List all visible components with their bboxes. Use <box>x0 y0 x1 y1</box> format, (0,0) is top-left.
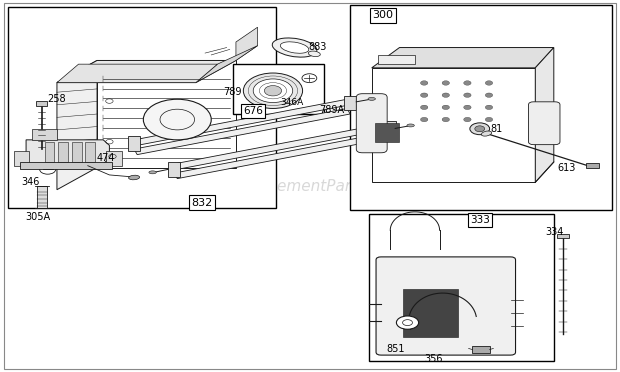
Text: 300: 300 <box>373 10 393 20</box>
Text: 258: 258 <box>48 94 66 104</box>
Polygon shape <box>196 46 257 83</box>
Ellipse shape <box>368 97 376 100</box>
Circle shape <box>420 105 428 110</box>
Polygon shape <box>236 27 257 61</box>
Circle shape <box>485 105 493 110</box>
Bar <box>106 151 122 166</box>
Bar <box>7 7 276 208</box>
Text: 789: 789 <box>224 87 242 97</box>
Circle shape <box>40 164 56 174</box>
Polygon shape <box>128 136 140 151</box>
Polygon shape <box>535 48 554 182</box>
Bar <box>472 346 490 353</box>
Circle shape <box>470 123 490 135</box>
Polygon shape <box>168 162 180 177</box>
Circle shape <box>420 81 428 85</box>
Bar <box>369 214 554 361</box>
Circle shape <box>442 93 450 97</box>
Text: 676: 676 <box>243 106 263 116</box>
Ellipse shape <box>308 51 321 57</box>
Ellipse shape <box>407 124 414 127</box>
Text: 474: 474 <box>97 153 115 163</box>
Polygon shape <box>57 61 97 190</box>
Text: 851: 851 <box>386 344 404 354</box>
Circle shape <box>442 117 450 122</box>
Circle shape <box>485 81 493 85</box>
Bar <box>233 64 324 114</box>
Polygon shape <box>97 61 236 167</box>
Polygon shape <box>384 121 396 136</box>
Ellipse shape <box>149 171 156 174</box>
Text: 613: 613 <box>557 163 575 173</box>
Circle shape <box>442 105 450 110</box>
Polygon shape <box>134 109 350 155</box>
Circle shape <box>464 93 471 97</box>
Text: 883: 883 <box>309 42 327 52</box>
Text: 356: 356 <box>424 354 443 364</box>
Polygon shape <box>174 123 390 169</box>
Circle shape <box>464 117 471 122</box>
Circle shape <box>420 117 428 122</box>
Bar <box>36 101 47 106</box>
Polygon shape <box>344 96 356 110</box>
Text: eReplacementParts.com: eReplacementParts.com <box>216 179 404 193</box>
Text: 346: 346 <box>22 177 40 187</box>
Polygon shape <box>20 162 112 169</box>
Polygon shape <box>372 68 535 182</box>
FancyBboxPatch shape <box>528 102 560 145</box>
Text: 333: 333 <box>470 215 490 225</box>
Bar <box>350 5 613 210</box>
Circle shape <box>442 81 450 85</box>
Circle shape <box>485 117 493 122</box>
Circle shape <box>420 93 428 97</box>
Polygon shape <box>32 129 57 140</box>
Polygon shape <box>134 99 350 145</box>
Circle shape <box>243 73 303 109</box>
Polygon shape <box>57 64 218 83</box>
Bar <box>86 142 95 162</box>
Ellipse shape <box>481 131 492 136</box>
Ellipse shape <box>128 175 140 180</box>
Bar <box>37 186 47 208</box>
Circle shape <box>253 79 293 103</box>
Text: 832: 832 <box>192 198 213 208</box>
Circle shape <box>396 316 418 329</box>
Polygon shape <box>372 48 554 68</box>
Text: 789A: 789A <box>319 105 344 115</box>
Ellipse shape <box>280 42 309 53</box>
Bar <box>557 234 569 238</box>
Bar <box>586 163 600 168</box>
Polygon shape <box>26 140 109 164</box>
Bar <box>378 55 415 64</box>
Bar <box>375 123 399 142</box>
Circle shape <box>464 105 471 110</box>
Circle shape <box>485 93 493 97</box>
Bar <box>402 289 458 337</box>
Bar <box>14 151 29 166</box>
Polygon shape <box>57 61 236 83</box>
Circle shape <box>475 126 485 132</box>
Text: 346A: 346A <box>280 98 304 107</box>
FancyBboxPatch shape <box>356 94 387 153</box>
Circle shape <box>302 74 317 83</box>
Polygon shape <box>174 132 390 179</box>
Bar <box>58 142 68 162</box>
Text: 334: 334 <box>546 227 564 237</box>
Text: 305A: 305A <box>25 212 50 222</box>
Ellipse shape <box>272 38 317 57</box>
Bar <box>45 142 55 162</box>
Text: 81: 81 <box>491 124 503 134</box>
Circle shape <box>464 81 471 85</box>
Circle shape <box>143 99 211 140</box>
Bar <box>72 142 82 162</box>
Circle shape <box>264 86 281 96</box>
FancyBboxPatch shape <box>376 257 516 355</box>
